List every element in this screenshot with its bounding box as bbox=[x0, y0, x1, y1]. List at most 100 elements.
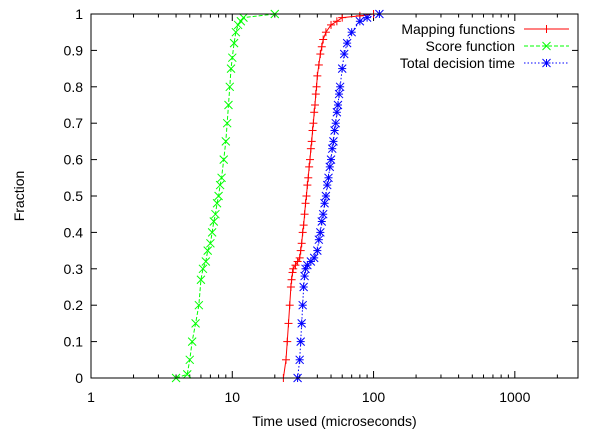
data-point bbox=[206, 238, 215, 248]
data-point bbox=[333, 100, 343, 110]
data-point bbox=[296, 337, 306, 346]
data-point bbox=[229, 38, 239, 48]
y-tick-label: 0.6 bbox=[64, 152, 84, 168]
data-point bbox=[187, 337, 197, 346]
data-point bbox=[312, 246, 322, 255]
data-point bbox=[542, 25, 551, 33]
y-tick-label: 0.8 bbox=[64, 79, 84, 95]
data-point bbox=[310, 101, 319, 109]
data-point bbox=[219, 155, 229, 164]
data-point bbox=[285, 301, 294, 310]
data-point bbox=[362, 13, 372, 22]
data-point bbox=[310, 108, 319, 117]
data-point bbox=[182, 370, 192, 379]
data-point bbox=[295, 355, 305, 365]
data-point bbox=[304, 173, 313, 182]
y-tick-label: 0.4 bbox=[64, 224, 84, 240]
data-point bbox=[327, 144, 337, 154]
data-point bbox=[317, 42, 326, 51]
data-point bbox=[297, 239, 306, 248]
data-point bbox=[306, 144, 315, 153]
data-point bbox=[226, 64, 236, 73]
data-point bbox=[335, 82, 345, 92]
data-point bbox=[326, 155, 336, 164]
data-point bbox=[342, 38, 352, 48]
data-point bbox=[207, 228, 217, 237]
y-axis-label: Fraction bbox=[11, 171, 27, 222]
data-point bbox=[314, 60, 323, 69]
data-point bbox=[287, 275, 296, 284]
data-point bbox=[329, 137, 338, 146]
data-point bbox=[185, 355, 195, 365]
data-point bbox=[330, 126, 339, 135]
y-tick-label: 1 bbox=[75, 6, 83, 22]
data-point bbox=[315, 228, 325, 237]
data-point bbox=[321, 191, 331, 201]
x-tick-label: 10 bbox=[224, 389, 240, 405]
data-point bbox=[316, 50, 325, 59]
data-point bbox=[347, 27, 357, 37]
data-point bbox=[209, 217, 219, 226]
data-point bbox=[198, 264, 208, 274]
y-tick-label: 0 bbox=[75, 370, 83, 386]
legend-label: Mapping functions bbox=[401, 21, 515, 37]
data-point bbox=[196, 275, 206, 285]
data-point bbox=[233, 20, 243, 30]
data-point bbox=[211, 209, 220, 219]
data-point bbox=[212, 198, 222, 208]
data-point bbox=[319, 35, 328, 44]
data-point bbox=[334, 89, 344, 99]
data-point bbox=[286, 283, 295, 291]
data-point bbox=[306, 155, 315, 164]
data-point bbox=[297, 319, 307, 328]
data-point bbox=[312, 82, 321, 91]
data-point bbox=[296, 246, 305, 255]
data-point bbox=[224, 100, 233, 110]
y-tick-label: 0.3 bbox=[64, 261, 84, 277]
series-1 bbox=[171, 9, 280, 383]
data-point bbox=[203, 246, 213, 255]
data-point bbox=[307, 137, 316, 146]
data-point bbox=[331, 118, 341, 128]
series-line bbox=[175, 13, 275, 379]
data-point bbox=[313, 71, 322, 80]
data-point bbox=[542, 41, 551, 51]
data-point bbox=[299, 221, 308, 230]
data-point bbox=[289, 264, 298, 273]
data-point bbox=[338, 13, 347, 22]
data-point bbox=[320, 198, 329, 208]
axes: 0 0.1 0.2 0.3 0.4 0.5 0.6 0.7 0.8 0.9 1 1 10 100 1000 bbox=[64, 6, 578, 405]
data-point bbox=[303, 181, 312, 190]
legend-label: Total decision time bbox=[400, 55, 515, 71]
data-point bbox=[324, 173, 333, 183]
series-0 bbox=[279, 10, 378, 382]
data-point bbox=[314, 235, 324, 245]
data-point bbox=[231, 27, 241, 37]
data-point bbox=[301, 199, 310, 208]
data-point bbox=[318, 209, 328, 219]
data-point bbox=[300, 271, 309, 281]
x-tick-label: 100 bbox=[362, 389, 386, 405]
data-point bbox=[214, 191, 223, 201]
data-point bbox=[305, 162, 314, 171]
data-point bbox=[325, 162, 335, 172]
y-tick-label: 0.2 bbox=[64, 297, 84, 313]
data-point bbox=[194, 300, 204, 310]
plot-series bbox=[171, 9, 384, 383]
data-point bbox=[327, 20, 336, 29]
data-point bbox=[222, 118, 232, 128]
data-point bbox=[288, 268, 297, 277]
data-point bbox=[355, 16, 365, 26]
data-point bbox=[227, 53, 237, 63]
y-tick-label: 0.5 bbox=[64, 188, 84, 204]
data-point bbox=[311, 90, 320, 99]
data-point bbox=[221, 137, 231, 146]
data-point bbox=[281, 355, 290, 364]
legend-label: Score function bbox=[426, 38, 516, 54]
x-tick-label: 1000 bbox=[499, 389, 530, 405]
data-point bbox=[215, 180, 225, 190]
data-point bbox=[308, 126, 317, 135]
data-point bbox=[298, 228, 307, 237]
